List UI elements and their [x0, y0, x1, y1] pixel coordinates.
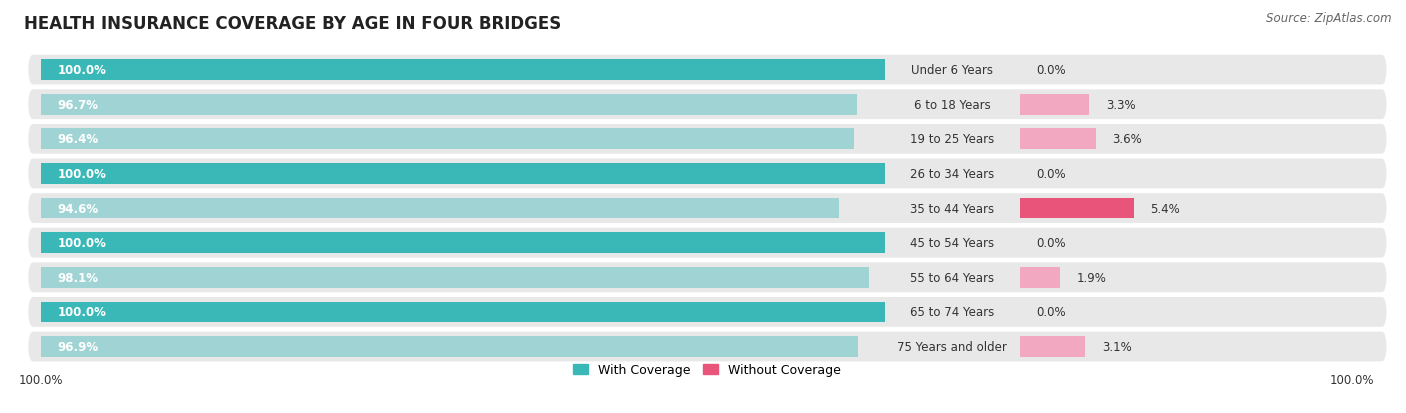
Text: 100.0%: 100.0% — [58, 64, 107, 77]
Text: 100.0%: 100.0% — [58, 168, 107, 180]
Text: HEALTH INSURANCE COVERAGE BY AGE IN FOUR BRIDGES: HEALTH INSURANCE COVERAGE BY AGE IN FOUR… — [24, 15, 561, 33]
Text: 94.6%: 94.6% — [58, 202, 98, 215]
Text: 55 to 64 Years: 55 to 64 Years — [910, 271, 994, 284]
Text: 3.1%: 3.1% — [1102, 340, 1132, 353]
Bar — [1019, 336, 1085, 357]
FancyBboxPatch shape — [28, 194, 1386, 223]
Bar — [1019, 198, 1133, 219]
FancyBboxPatch shape — [28, 228, 1386, 258]
Text: Under 6 Years: Under 6 Years — [911, 64, 993, 77]
Text: 100.0%: 100.0% — [18, 373, 63, 386]
FancyBboxPatch shape — [28, 159, 1386, 189]
Bar — [41, 233, 884, 254]
Text: 26 to 34 Years: 26 to 34 Years — [910, 168, 994, 180]
Text: 65 to 74 Years: 65 to 74 Years — [910, 306, 994, 319]
Text: 1.9%: 1.9% — [1077, 271, 1107, 284]
Text: 98.1%: 98.1% — [58, 271, 98, 284]
Text: 0.0%: 0.0% — [1036, 64, 1066, 77]
Legend: With Coverage, Without Coverage: With Coverage, Without Coverage — [568, 358, 846, 381]
Text: 96.7%: 96.7% — [58, 98, 98, 112]
Text: 0.0%: 0.0% — [1036, 306, 1066, 319]
Text: 5.4%: 5.4% — [1150, 202, 1180, 215]
Text: Source: ZipAtlas.com: Source: ZipAtlas.com — [1267, 12, 1392, 25]
Bar — [41, 129, 855, 150]
Bar — [41, 95, 856, 115]
Text: 96.9%: 96.9% — [58, 340, 98, 353]
FancyBboxPatch shape — [28, 56, 1386, 85]
FancyBboxPatch shape — [28, 90, 1386, 120]
Bar — [41, 60, 884, 81]
FancyBboxPatch shape — [28, 332, 1386, 361]
Text: 96.4%: 96.4% — [58, 133, 98, 146]
Text: 3.3%: 3.3% — [1107, 98, 1136, 112]
Bar — [41, 198, 839, 219]
Bar — [41, 164, 884, 184]
Text: 75 Years and older: 75 Years and older — [897, 340, 1007, 353]
FancyBboxPatch shape — [28, 263, 1386, 292]
Text: 19 to 25 Years: 19 to 25 Years — [910, 133, 994, 146]
Bar — [1019, 95, 1090, 115]
Text: 0.0%: 0.0% — [1036, 237, 1066, 249]
Bar — [41, 267, 869, 288]
Bar — [41, 336, 859, 357]
FancyBboxPatch shape — [28, 297, 1386, 327]
Bar — [1019, 129, 1095, 150]
Bar — [1019, 267, 1060, 288]
Text: 0.0%: 0.0% — [1036, 168, 1066, 180]
Text: 100.0%: 100.0% — [1330, 373, 1374, 386]
Text: 6 to 18 Years: 6 to 18 Years — [914, 98, 990, 112]
Text: 100.0%: 100.0% — [58, 306, 107, 319]
Text: 45 to 54 Years: 45 to 54 Years — [910, 237, 994, 249]
Text: 100.0%: 100.0% — [58, 237, 107, 249]
Bar — [41, 302, 884, 323]
Text: 35 to 44 Years: 35 to 44 Years — [910, 202, 994, 215]
FancyBboxPatch shape — [28, 125, 1386, 154]
Text: 3.6%: 3.6% — [1112, 133, 1142, 146]
